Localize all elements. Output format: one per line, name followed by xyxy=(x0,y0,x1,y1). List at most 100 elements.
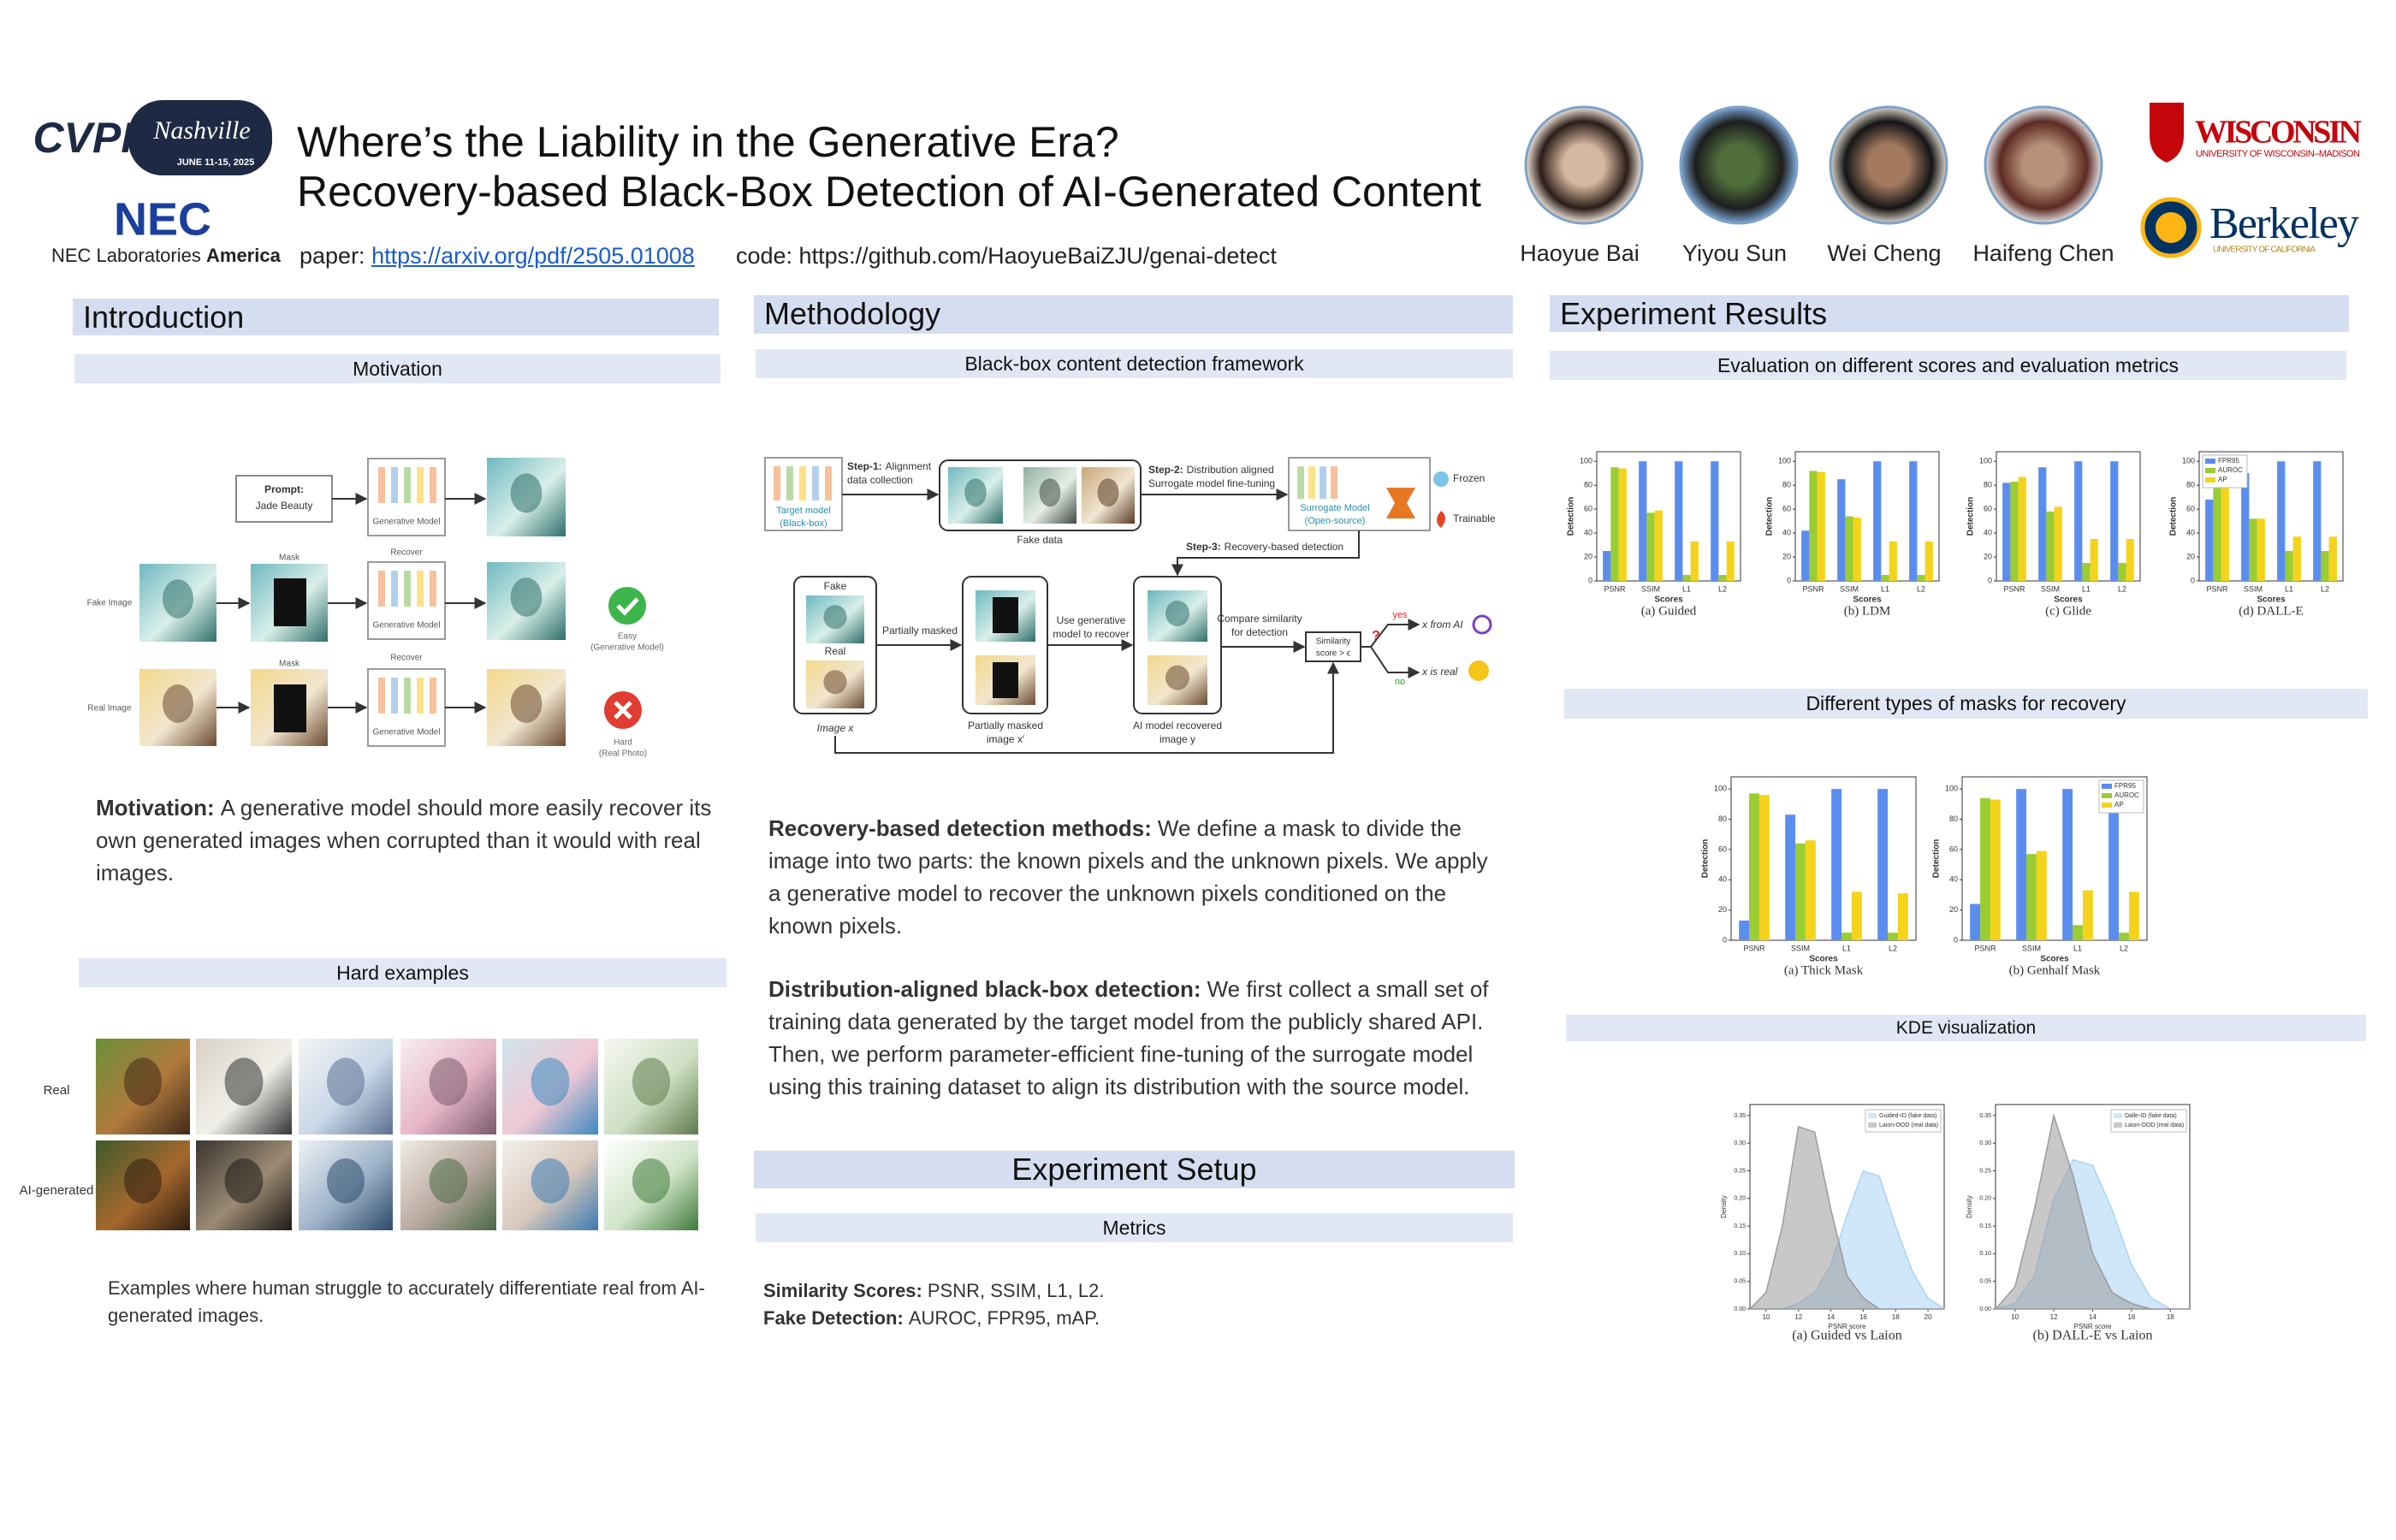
label: Surrogate model fine-tuning xyxy=(1148,477,1275,489)
connector xyxy=(1370,646,1420,678)
photo-subject xyxy=(429,1057,468,1106)
label-text: Recovery-based detection xyxy=(1225,541,1343,553)
label: Prompt: xyxy=(264,483,304,495)
bar xyxy=(1990,799,2001,940)
x-tick-label: PSNR xyxy=(1974,944,1996,952)
label: Easy xyxy=(618,632,637,642)
x-tick-label: L2 xyxy=(2321,584,2329,593)
x-tick-label: SSIM xyxy=(2244,584,2263,593)
y-tick-label: 20 xyxy=(1718,905,1727,914)
section-heading: Introduction xyxy=(73,299,719,335)
model-layer xyxy=(1320,466,1326,499)
y-tick-label: 60 xyxy=(2186,504,2195,512)
chart-caption: (b) LDM xyxy=(1844,604,1891,618)
label: Similarity xyxy=(1316,637,1351,647)
legend-swatch xyxy=(2205,459,2215,464)
bar xyxy=(2119,933,2129,940)
y-tick-label: 100 xyxy=(1580,457,1592,465)
subheading: KDE visualization xyxy=(1566,1015,2366,1041)
x-tick-label: SSIM xyxy=(1791,944,1810,952)
photo-subject xyxy=(1039,478,1061,507)
x-tick-label: 20 xyxy=(1925,1313,1932,1321)
easy-icon xyxy=(608,587,646,625)
y-tick-label: 0.35 xyxy=(1734,1113,1746,1119)
bar xyxy=(2110,461,2119,581)
x-tick-label: 14 xyxy=(2089,1313,2096,1321)
box xyxy=(235,475,333,523)
chart-caption: (a) Guided vs Laion xyxy=(1792,1329,1901,1343)
model-layer xyxy=(417,678,424,714)
label: (Real Photo) xyxy=(599,749,647,759)
legend-swatch xyxy=(2114,1113,2122,1118)
legend-swatch xyxy=(1868,1122,1877,1128)
y-tick-label: 0 xyxy=(1787,576,1791,584)
y-tick-label: 0.15 xyxy=(1734,1223,1746,1229)
code-link: code: https://github.com/HaoyueBaiZJU/ge… xyxy=(736,243,1277,269)
nec-lab-name: NEC Laboratories xyxy=(51,245,201,266)
y-tick-label: 40 xyxy=(1718,875,1727,884)
y-tick-label: 100 xyxy=(2182,457,2195,465)
x-tick-label: L1 xyxy=(2073,944,2082,952)
title-line: Recovery-based Black-Box Detection of AI… xyxy=(297,168,1482,216)
y-axis-label: Detection xyxy=(1966,497,1976,536)
author-name: Yiyou Sun xyxy=(1682,240,1787,266)
mask-block xyxy=(274,578,306,626)
photo-subject xyxy=(1165,665,1189,690)
photo-subject xyxy=(224,1057,264,1106)
y-tick-label: 60 xyxy=(1949,844,1958,853)
metric-item: Fake Detection: AUROC, FPR95, mAP. xyxy=(763,1305,1499,1332)
bar xyxy=(2328,536,2337,581)
x-axis-label: PSNR score xyxy=(1828,1323,1866,1330)
bar xyxy=(2213,485,2221,581)
paper-url[interactable]: https://arxiv.org/pdf/2505.01008 xyxy=(371,243,695,269)
chart-caption: (a) Thick Mask xyxy=(1784,963,1864,977)
bar xyxy=(1639,461,1647,581)
y-tick-label: 0 xyxy=(1988,576,1992,584)
metric-item: Similarity Scores: PSNR, SSIM, L1, L2. xyxy=(763,1277,1499,1305)
label: (Generative Model) xyxy=(590,643,664,653)
chart-caption: (b) Genhalf Mask xyxy=(2009,963,2101,977)
bar xyxy=(1877,789,1889,940)
label: yes xyxy=(1392,610,1408,620)
mask-block xyxy=(993,597,1018,633)
author-photo xyxy=(1984,105,2103,225)
bar xyxy=(1610,467,1619,581)
model-layer xyxy=(391,571,398,607)
ai-icon xyxy=(1472,614,1492,635)
x-tick-label: 16 xyxy=(2127,1313,2135,1321)
legend-box xyxy=(1865,1109,1942,1133)
label: Real xyxy=(825,645,846,657)
bar xyxy=(2249,518,2257,581)
section-heading: Methodology xyxy=(754,295,1513,334)
logo-guitar xyxy=(128,100,272,175)
y-tick-label: 80 xyxy=(1718,814,1727,823)
bar xyxy=(1831,789,1842,940)
y-tick-label: 100 xyxy=(1778,457,1791,465)
x-tick-label: PSNR xyxy=(2003,584,2025,593)
label: model to recover xyxy=(1053,628,1129,640)
body-text: We define a mask to divide the image int… xyxy=(768,815,1488,939)
trainable-icon xyxy=(1437,511,1445,528)
label: data collection xyxy=(847,474,913,486)
label: (Open-source) xyxy=(1305,516,1366,526)
bold-lead: Motivation: xyxy=(96,795,215,820)
chart-caption: (d) DALL-E xyxy=(2239,604,2303,618)
y-tick-label: 80 xyxy=(1782,481,1791,489)
y-tick-label: 40 xyxy=(1949,875,1958,884)
bar xyxy=(1980,797,1990,940)
logo-crest xyxy=(2150,103,2184,163)
label: (Black-box) xyxy=(780,518,827,529)
legend-label: FPR95 xyxy=(2114,782,2136,790)
photo-subject xyxy=(964,478,987,507)
label: Generative Model xyxy=(373,621,441,631)
model-layer xyxy=(1308,466,1315,499)
label: ? xyxy=(1372,629,1380,643)
photo-subject xyxy=(632,1158,670,1204)
paragraph: Recovery-based detection methods: We defi… xyxy=(768,812,1504,942)
bar xyxy=(1853,517,1861,581)
y-tick-label: 60 xyxy=(1782,504,1791,512)
paragraph: Distribution-aligned black-box detection… xyxy=(768,973,1504,1103)
y-tick-label: 0.05 xyxy=(1734,1279,1746,1285)
label: Fake data xyxy=(1017,534,1063,546)
label-text: Distribution aligned xyxy=(1187,464,1274,476)
